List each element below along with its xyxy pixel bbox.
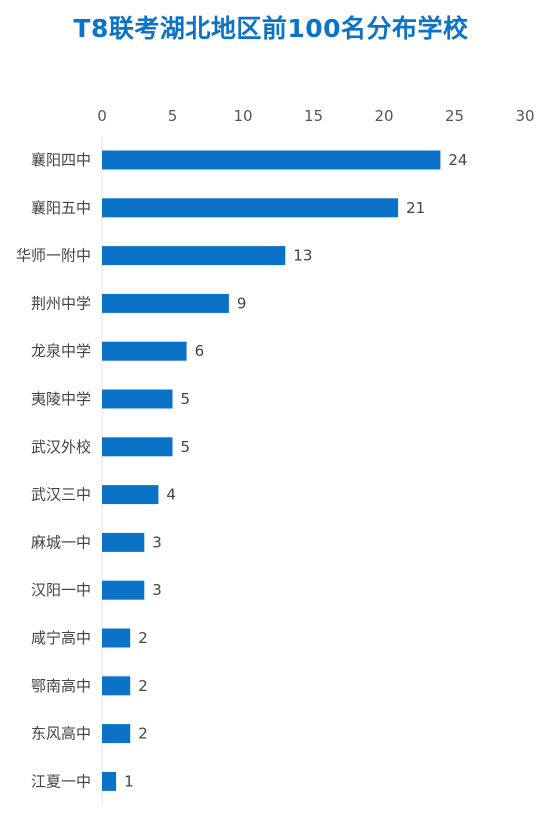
category-label: 鄂南高中 (31, 677, 91, 695)
category-label: 麻城一中 (31, 533, 91, 551)
category-label: 东风高中 (31, 725, 91, 743)
data-label: 2 (138, 677, 148, 695)
category-label: 襄阳五中 (31, 199, 91, 217)
data-label: 4 (166, 486, 176, 504)
category-label: 汉阳一中 (31, 581, 91, 599)
category-label: 华师一附中 (16, 247, 91, 265)
x-tick-label: 10 (233, 107, 252, 125)
x-tick-label: 5 (168, 107, 178, 125)
x-tick-label: 0 (97, 107, 107, 125)
data-label: 6 (195, 342, 205, 360)
data-label: 2 (138, 629, 148, 647)
bar (102, 389, 173, 409)
bar (102, 293, 229, 313)
bar (102, 724, 131, 744)
chart-title: T8联考湖北地区前100名分布学校 (73, 14, 469, 43)
data-label: 1 (124, 772, 134, 790)
bar (102, 676, 131, 696)
category-label: 荆州中学 (31, 294, 91, 312)
category-label: 武汉三中 (31, 486, 91, 504)
bar (102, 150, 441, 170)
bar (102, 580, 145, 600)
x-tick-label: 15 (304, 107, 323, 125)
x-tick-label: 25 (445, 107, 464, 125)
data-label: 21 (406, 199, 425, 217)
category-label: 江夏一中 (31, 772, 91, 790)
bar (102, 628, 131, 648)
bar (102, 437, 173, 457)
data-label: 3 (152, 533, 162, 551)
bar (102, 532, 145, 552)
bar (102, 198, 399, 218)
data-label: 9 (237, 294, 247, 312)
category-label: 襄阳四中 (31, 151, 91, 169)
category-label: 夷陵中学 (31, 390, 91, 408)
data-label: 5 (181, 438, 191, 456)
bar (102, 341, 187, 361)
x-tick-label: 20 (374, 107, 393, 125)
category-label: 咸宁高中 (31, 629, 91, 647)
data-label: 5 (181, 390, 191, 408)
data-label: 2 (138, 725, 148, 743)
data-label: 24 (448, 151, 467, 169)
data-label: 13 (293, 247, 312, 265)
bar (102, 485, 159, 505)
x-tick-label: 30 (515, 107, 534, 125)
data-label: 3 (152, 581, 162, 599)
category-label: 龙泉中学 (31, 342, 91, 360)
bar (102, 246, 286, 266)
category-label: 武汉外校 (31, 438, 91, 456)
bar (102, 771, 117, 791)
